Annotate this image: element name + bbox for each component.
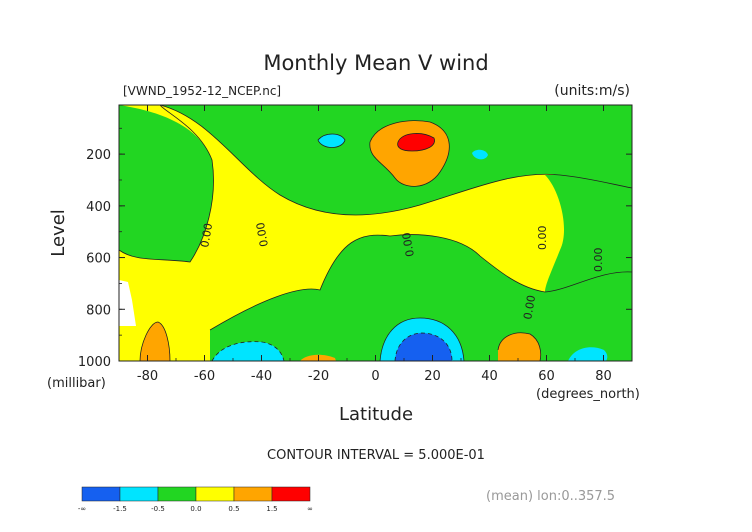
contour-line xyxy=(379,317,465,361)
colorbar-swatch xyxy=(81,486,121,502)
contour-line xyxy=(497,332,542,361)
contour-line xyxy=(119,105,214,263)
contour-line xyxy=(209,234,632,331)
contour-label: 0.00 xyxy=(536,226,549,251)
red-core-jet xyxy=(397,133,435,151)
x-tick-label: 40 xyxy=(481,369,498,384)
chart-title: Monthly Mean V wind xyxy=(263,51,488,75)
y-tick-label: 1000 xyxy=(78,355,111,370)
missing-data-patch xyxy=(119,280,136,326)
colorbar-swatch xyxy=(157,486,197,502)
orange-region-south-pole xyxy=(140,322,170,361)
x-tick-label: 20 xyxy=(424,369,441,384)
colorbar-label: 1.5 xyxy=(266,505,277,513)
colorbar-label: 0.5 xyxy=(228,505,239,513)
x-axis: -80 -60 -40 -20 0 20 40 60 80 xyxy=(118,105,633,384)
colorbar-label: -∞ xyxy=(78,505,86,513)
orange-region-north xyxy=(498,332,541,361)
colorbar-label: 0.0 xyxy=(190,505,201,513)
colorbar-swatch xyxy=(233,486,273,502)
contour-label: 0.00 xyxy=(521,294,538,320)
contour-label: 0.00 xyxy=(254,221,271,247)
colorbar-swatch xyxy=(119,486,159,502)
contour-lines xyxy=(119,105,632,361)
x-tick-label: 60 xyxy=(538,369,555,384)
y-tick-label: 600 xyxy=(86,252,111,267)
colorbar-label: ∞ xyxy=(307,505,313,513)
file-label: [VWND_1952-12_NCEP.nc] xyxy=(123,84,281,98)
contour-label: 0.00 xyxy=(198,222,215,248)
contour-line xyxy=(317,133,346,148)
colorbar-label: -0.5 xyxy=(151,505,165,513)
y-axis: 200 400 600 800 1000 xyxy=(78,127,632,370)
cyan-region-top xyxy=(318,134,345,148)
y-tick-label: 200 xyxy=(86,148,111,163)
contour-line xyxy=(397,133,435,152)
units-label: (units:m/s) xyxy=(554,83,630,99)
cyan-region-top-right xyxy=(472,149,488,160)
contour-line xyxy=(211,341,285,361)
x-tick-label: 0 xyxy=(371,369,379,384)
green-region-lower-mid xyxy=(210,234,632,361)
y-axis-label: Level xyxy=(48,209,69,257)
blue-core-equator xyxy=(395,333,452,361)
contour-field xyxy=(119,105,632,361)
x-axis-unit: (degrees_north) xyxy=(536,387,640,402)
x-tick-label: -60 xyxy=(194,369,215,384)
contour-line xyxy=(369,120,450,187)
contour-label: 0.00 xyxy=(592,248,605,273)
colorbar-swatch xyxy=(195,486,235,502)
cyan-region-north xyxy=(568,347,608,361)
y-axis-unit: (millibar) xyxy=(47,376,106,391)
colorbar: -∞ -1.5 -0.5 0.0 0.5 1.5 ∞ xyxy=(78,486,313,513)
contour-interval-text: CONTOUR INTERVAL = 5.000E-01 xyxy=(267,448,485,463)
y-tick-label: 800 xyxy=(86,303,111,318)
x-tick-label: -20 xyxy=(308,369,329,384)
contour-labels: 0.00 0.00 0.00 0.00 0.00 0.00 xyxy=(198,221,605,320)
green-region-right-edge xyxy=(545,175,632,292)
contour-line xyxy=(394,332,453,361)
cyan-region-south xyxy=(212,341,284,361)
colorbar-swatch xyxy=(271,486,311,502)
x-tick-label: 80 xyxy=(595,369,612,384)
contour-line xyxy=(139,321,171,361)
x-tick-label: -40 xyxy=(251,369,272,384)
green-region-left xyxy=(119,105,214,262)
contour-line xyxy=(159,105,632,216)
colorbar-label: -1.5 xyxy=(113,505,127,513)
mean-text: (mean) lon:0..357.5 xyxy=(486,489,615,504)
contour-label: 0.00 xyxy=(400,231,417,257)
x-tick-label: -80 xyxy=(137,369,158,384)
y-tick-label: 400 xyxy=(86,200,111,215)
x-axis-label: Latitude xyxy=(339,404,413,425)
